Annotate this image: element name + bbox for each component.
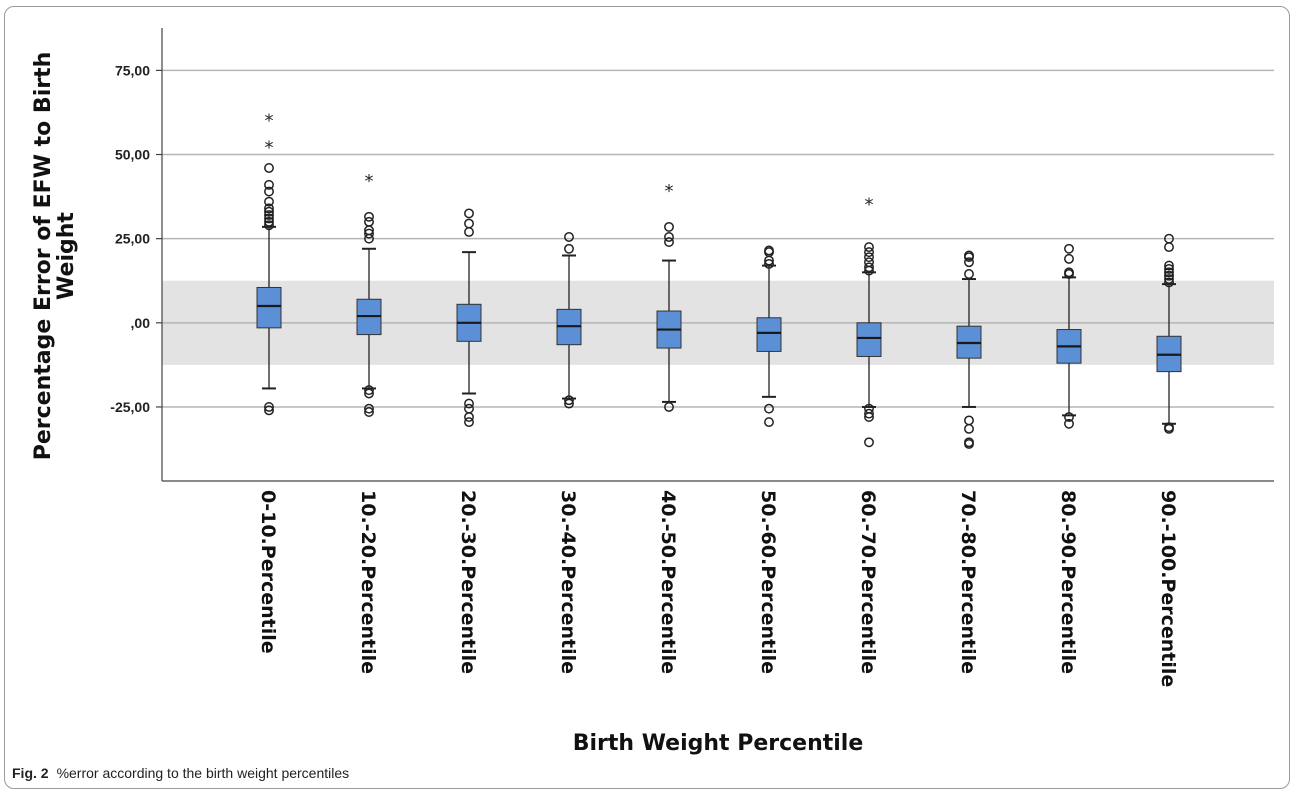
- x-tick-label: 90.-100.Percentile: [1157, 490, 1179, 687]
- x-tick-label: 10.-20.Percentile: [357, 490, 379, 674]
- box-iqr: [856, 322, 882, 357]
- outlier-point: [264, 213, 274, 224]
- outlier-point: [464, 208, 474, 219]
- outlier-point: [464, 398, 474, 409]
- outlier-point: [864, 247, 874, 258]
- outlier-point: [764, 245, 774, 256]
- extreme-point: *: [865, 195, 874, 216]
- outlier-point: [664, 237, 674, 247]
- outlier-point: [464, 218, 474, 229]
- outlier-point: [1164, 242, 1174, 253]
- outlier-point: [764, 417, 774, 428]
- outlier-point: [364, 385, 374, 396]
- outlier-point: [1164, 267, 1174, 278]
- extreme-point: *: [365, 171, 374, 192]
- outlier-point: [464, 403, 474, 414]
- x-tick-label: 20.-30.Percentile: [457, 490, 479, 674]
- box-iqr: [756, 317, 782, 352]
- x-tick-label: 0-10.Percentile: [257, 490, 279, 654]
- outlier-point: [264, 196, 274, 207]
- y-axis-title-line2: Weight: [54, 212, 79, 300]
- outlier-point: [464, 417, 474, 428]
- x-tick-label: 50.-60.Percentile: [757, 490, 779, 674]
- outlier-point: [864, 257, 874, 268]
- y-tick-label: 75,00: [115, 62, 150, 78]
- outlier-point: [564, 398, 574, 409]
- outlier-point: [964, 423, 974, 434]
- outlier-point: [564, 395, 574, 406]
- figure-caption-text: %error according to the birth weight per…: [56, 765, 350, 781]
- extreme-point: *: [265, 111, 274, 132]
- outlier-point: [1064, 243, 1074, 254]
- outlier-point: [864, 412, 874, 423]
- outlier-point: [564, 232, 574, 242]
- y-tick-label: 50,00: [115, 147, 150, 163]
- outlier-point: [664, 402, 674, 412]
- outlier-point: [364, 211, 374, 222]
- outlier-point: [1164, 260, 1174, 271]
- outlier-point: [264, 220, 274, 231]
- outlier-point: [1064, 267, 1074, 278]
- outlier-point: [964, 439, 974, 449]
- figure-frame: [4, 6, 1290, 789]
- outlier-point: [864, 252, 874, 263]
- outlier-point: [564, 243, 574, 254]
- outlier-point: [964, 415, 974, 426]
- outlier-point: [364, 407, 374, 417]
- outlier-point: [764, 258, 774, 269]
- outlier-point: [1164, 233, 1174, 244]
- box-plot-chart: -25,00 ,00 25,00 50,00 75,00 Percentage Error…: [31, 28, 1274, 756]
- outlier-point: [1164, 277, 1174, 288]
- extreme-point: *: [265, 137, 274, 158]
- outlier-point: [464, 226, 474, 237]
- outlier-point: [364, 403, 374, 414]
- x-tick-label: 70.-80.Percentile: [957, 490, 979, 674]
- y-tick-label: 25,00: [115, 231, 150, 247]
- y-tick-label: -25,00: [110, 399, 150, 415]
- outlier-point: [764, 403, 774, 414]
- outlier-point: [264, 210, 274, 221]
- outlier-point: [864, 437, 874, 448]
- outlier-point: [964, 250, 974, 261]
- y-axis-title-line1: Percentage Error of EFW to Birth: [31, 52, 56, 461]
- x-tick-label: 60.-70.Percentile: [857, 490, 879, 674]
- outlier-point: [464, 412, 474, 423]
- x-tick-label: 40.-50.Percentile: [657, 490, 679, 674]
- outlier-point: [264, 186, 274, 197]
- outlier-point: [1164, 270, 1174, 281]
- outlier-point: [664, 232, 674, 242]
- outlier-point: [264, 216, 274, 227]
- outlier-point: [664, 221, 674, 232]
- outlier-point: [864, 242, 874, 253]
- outlier-point: [964, 257, 974, 268]
- outlier-point: [364, 228, 374, 239]
- outlier-point: [364, 216, 374, 227]
- outlier-point: [964, 269, 974, 279]
- outlier-point: [264, 203, 274, 214]
- x-tick-label: 30.-40.Percentile: [557, 490, 579, 674]
- outlier-point: [264, 179, 274, 190]
- outlier-point: [1064, 253, 1074, 264]
- figure-label: Fig. 2: [12, 765, 49, 781]
- box-iqr: [256, 286, 282, 329]
- outlier-point: [264, 405, 274, 416]
- x-axis-title: Birth Weight Percentile: [573, 731, 864, 756]
- outlier-point: [264, 163, 274, 173]
- outlier-point: [1164, 423, 1174, 434]
- outlier-point: [1064, 418, 1074, 429]
- figure-caption: Fig. 2 %error according to the birth weig…: [12, 765, 349, 781]
- outlier-point: [264, 206, 274, 217]
- x-tick-label: 80.-90.Percentile: [1057, 490, 1079, 674]
- outlier-point: [1164, 264, 1174, 274]
- outlier-point: [1164, 274, 1174, 285]
- outlier-point: [364, 388, 374, 399]
- y-tick-label: ,00: [131, 315, 151, 331]
- outlier-point: [264, 402, 274, 412]
- extreme-point: *: [665, 181, 674, 202]
- outlier-point: [864, 408, 874, 419]
- outlier-point: [1064, 412, 1074, 423]
- outlier-point: [864, 262, 874, 273]
